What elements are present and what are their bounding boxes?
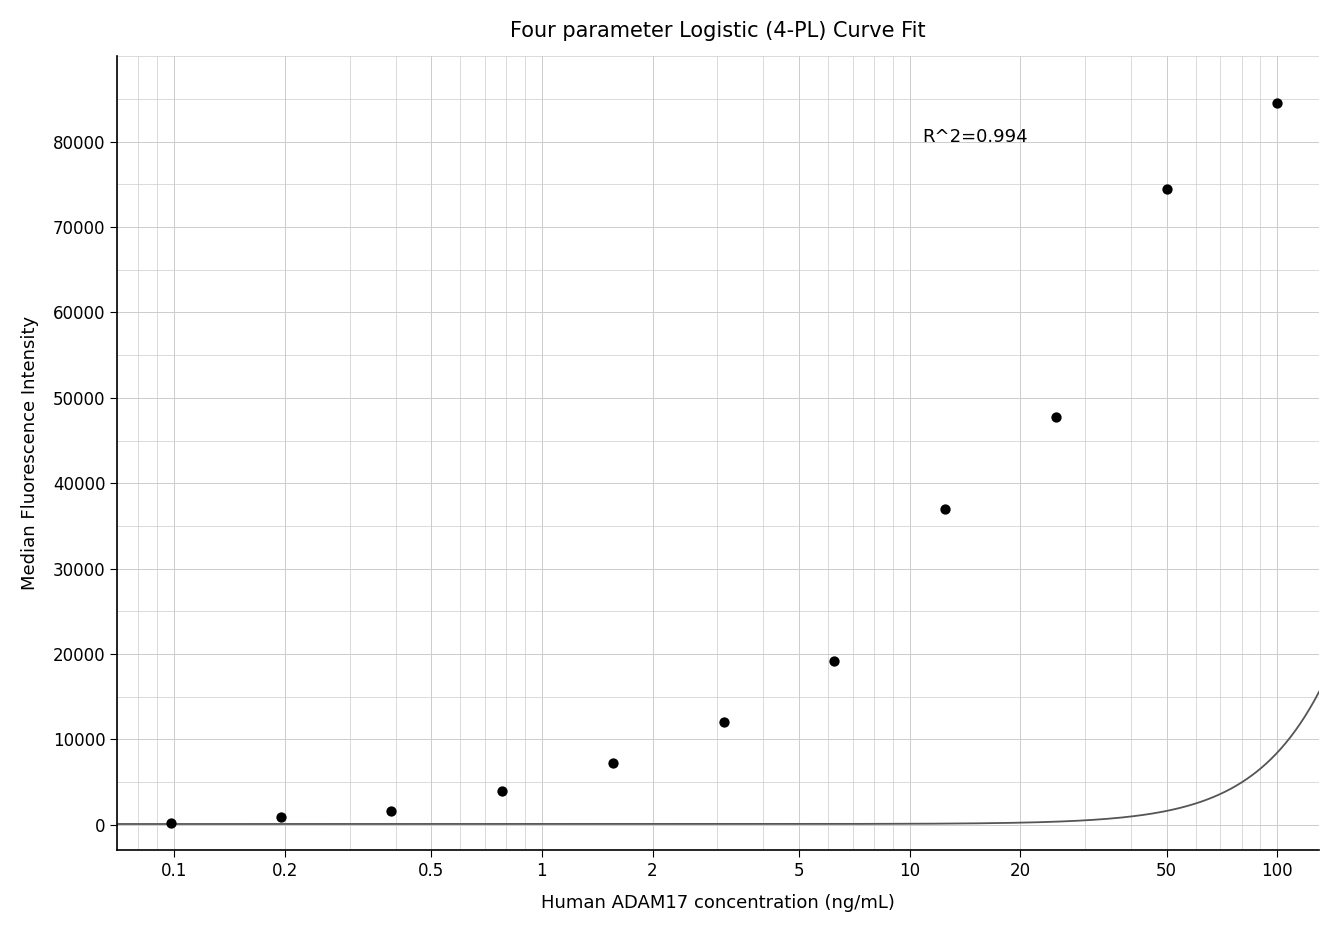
Point bbox=[934, 501, 955, 516]
Point bbox=[1266, 96, 1288, 111]
Point bbox=[1045, 410, 1067, 425]
Point bbox=[713, 715, 734, 730]
Title: Four parameter Logistic (4-PL) Curve Fit: Four parameter Logistic (4-PL) Curve Fit bbox=[511, 21, 926, 41]
Point bbox=[492, 783, 513, 798]
Point bbox=[1156, 181, 1178, 196]
X-axis label: Human ADAM17 concentration (ng/mL): Human ADAM17 concentration (ng/mL) bbox=[541, 894, 895, 912]
Point bbox=[824, 653, 846, 668]
Point bbox=[271, 810, 292, 825]
Point bbox=[381, 803, 402, 818]
Y-axis label: Median Fluorescence Intensity: Median Fluorescence Intensity bbox=[21, 316, 39, 591]
Text: R^2=0.994: R^2=0.994 bbox=[922, 128, 1028, 146]
Point bbox=[161, 815, 182, 830]
Point bbox=[603, 756, 624, 771]
